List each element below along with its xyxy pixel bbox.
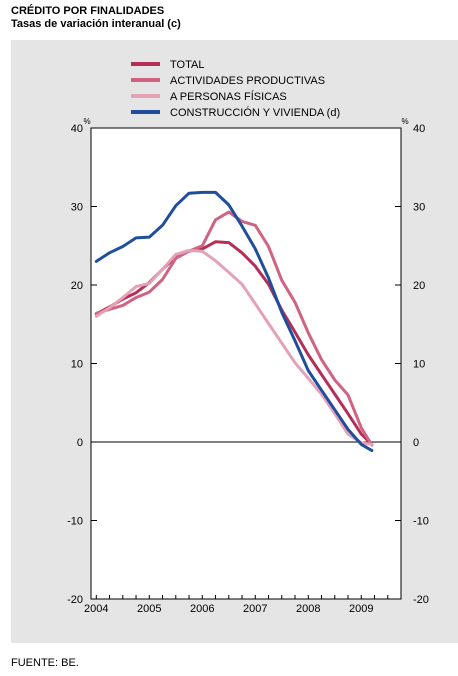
y-tick-label-left: 30 xyxy=(71,202,83,214)
legend-label: A PERSONAS FÍSICAS xyxy=(170,90,287,103)
legend: TOTAL ACTIVIDADES PRODUCTIVAS A PERSONAS F… xyxy=(131,59,340,119)
chart-subtitle: Tasas de variación interanual (c) xyxy=(11,18,181,30)
series-line xyxy=(94,190,374,453)
y-tick-label-left: 40 xyxy=(71,123,83,135)
y-tick-label-right: -10 xyxy=(413,516,429,528)
y-tick-label-left: 0 xyxy=(77,437,83,449)
x-tick-label: 2009 xyxy=(349,603,373,615)
y-tick-label-right: 30 xyxy=(413,202,425,214)
x-tick-label: 2007 xyxy=(243,603,267,615)
unit-label-right: % xyxy=(401,117,408,126)
x-tick-label: 2004 xyxy=(84,603,108,615)
y-tick-label-right: 0 xyxy=(413,437,419,449)
legend-label: TOTAL xyxy=(170,59,204,71)
unit-label-left: % xyxy=(83,117,90,126)
axis-ticks: -20 -20 -10 -10 0 0 10 10 20 20 30 30 40 40% % 2004 2005… xyxy=(67,117,429,615)
y-tick-label-right: 10 xyxy=(413,359,425,371)
y-tick-label-left: -20 xyxy=(67,594,83,606)
y-tick-label-right: -20 xyxy=(413,594,429,606)
x-tick-label: 2008 xyxy=(296,603,320,615)
y-tick-label-right: 40 xyxy=(413,123,425,135)
chart-title: CRÉDITO POR FINALIDADES xyxy=(11,5,165,17)
source-note: FUENTE: BE. xyxy=(11,657,79,669)
x-tick-label: 2005 xyxy=(137,603,161,615)
legend-label: CONSTRUCCIÓN Y VIVIENDA (d) xyxy=(170,106,340,119)
series-line xyxy=(94,249,374,446)
series-line xyxy=(94,240,374,446)
plot-area xyxy=(90,127,402,600)
series-lines xyxy=(94,190,374,453)
y-tick-label-left: 10 xyxy=(71,359,83,371)
y-tick-label-right: 20 xyxy=(413,280,425,292)
y-tick-label-left: 20 xyxy=(71,280,83,292)
legend-label: ACTIVIDADES PRODUCTIVAS xyxy=(170,75,325,87)
y-tick-label-left: -10 xyxy=(67,516,83,528)
x-tick-label: 2006 xyxy=(190,603,214,615)
